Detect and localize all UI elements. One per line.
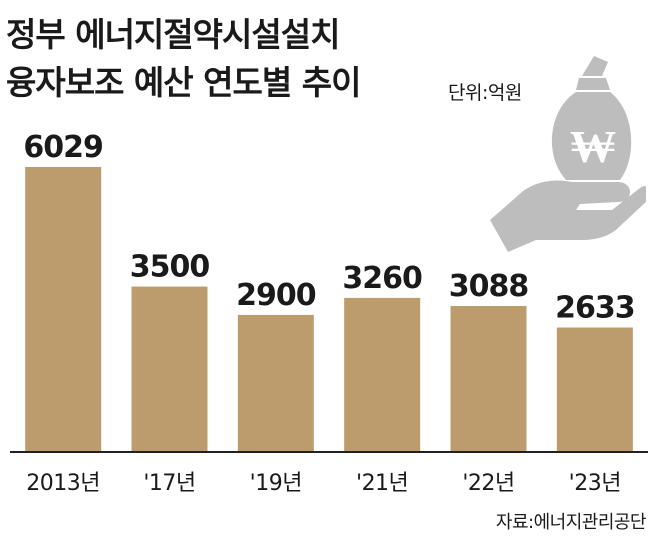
bar-4: [450, 306, 527, 452]
data-label-0: 6029: [23, 130, 103, 165]
category-label-4: '22년: [462, 471, 514, 496]
bar-0: [25, 166, 102, 452]
category-label-5: '23년: [569, 471, 621, 496]
unit-label: 단위:억원: [448, 82, 522, 104]
bar-2: [237, 314, 314, 452]
data-label-4: 3088: [449, 269, 529, 304]
svg-text:₩: ₩: [570, 119, 616, 173]
category-label-0: 2013년: [26, 471, 100, 496]
won-money-bag-on-hand-icon: ₩: [490, 56, 646, 252]
bar-1: [131, 286, 208, 452]
bar-3: [344, 297, 421, 452]
chart-title-line-2: 융자보조 예산 연도별 추이: [6, 63, 361, 102]
chart-title-line-1: 정부 에너지절약시설설치: [6, 15, 340, 54]
data-label-5: 2633: [555, 291, 635, 326]
data-label-1: 3500: [130, 250, 210, 285]
source-note: 자료:에너지관리공단: [495, 512, 647, 533]
data-label-2: 2900: [236, 278, 316, 313]
category-label-3: '21년: [356, 471, 408, 496]
category-label-1: '17년: [143, 471, 195, 496]
category-label-2: '19년: [250, 471, 302, 496]
bar-5: [556, 327, 633, 452]
data-label-3: 3260: [342, 261, 422, 296]
